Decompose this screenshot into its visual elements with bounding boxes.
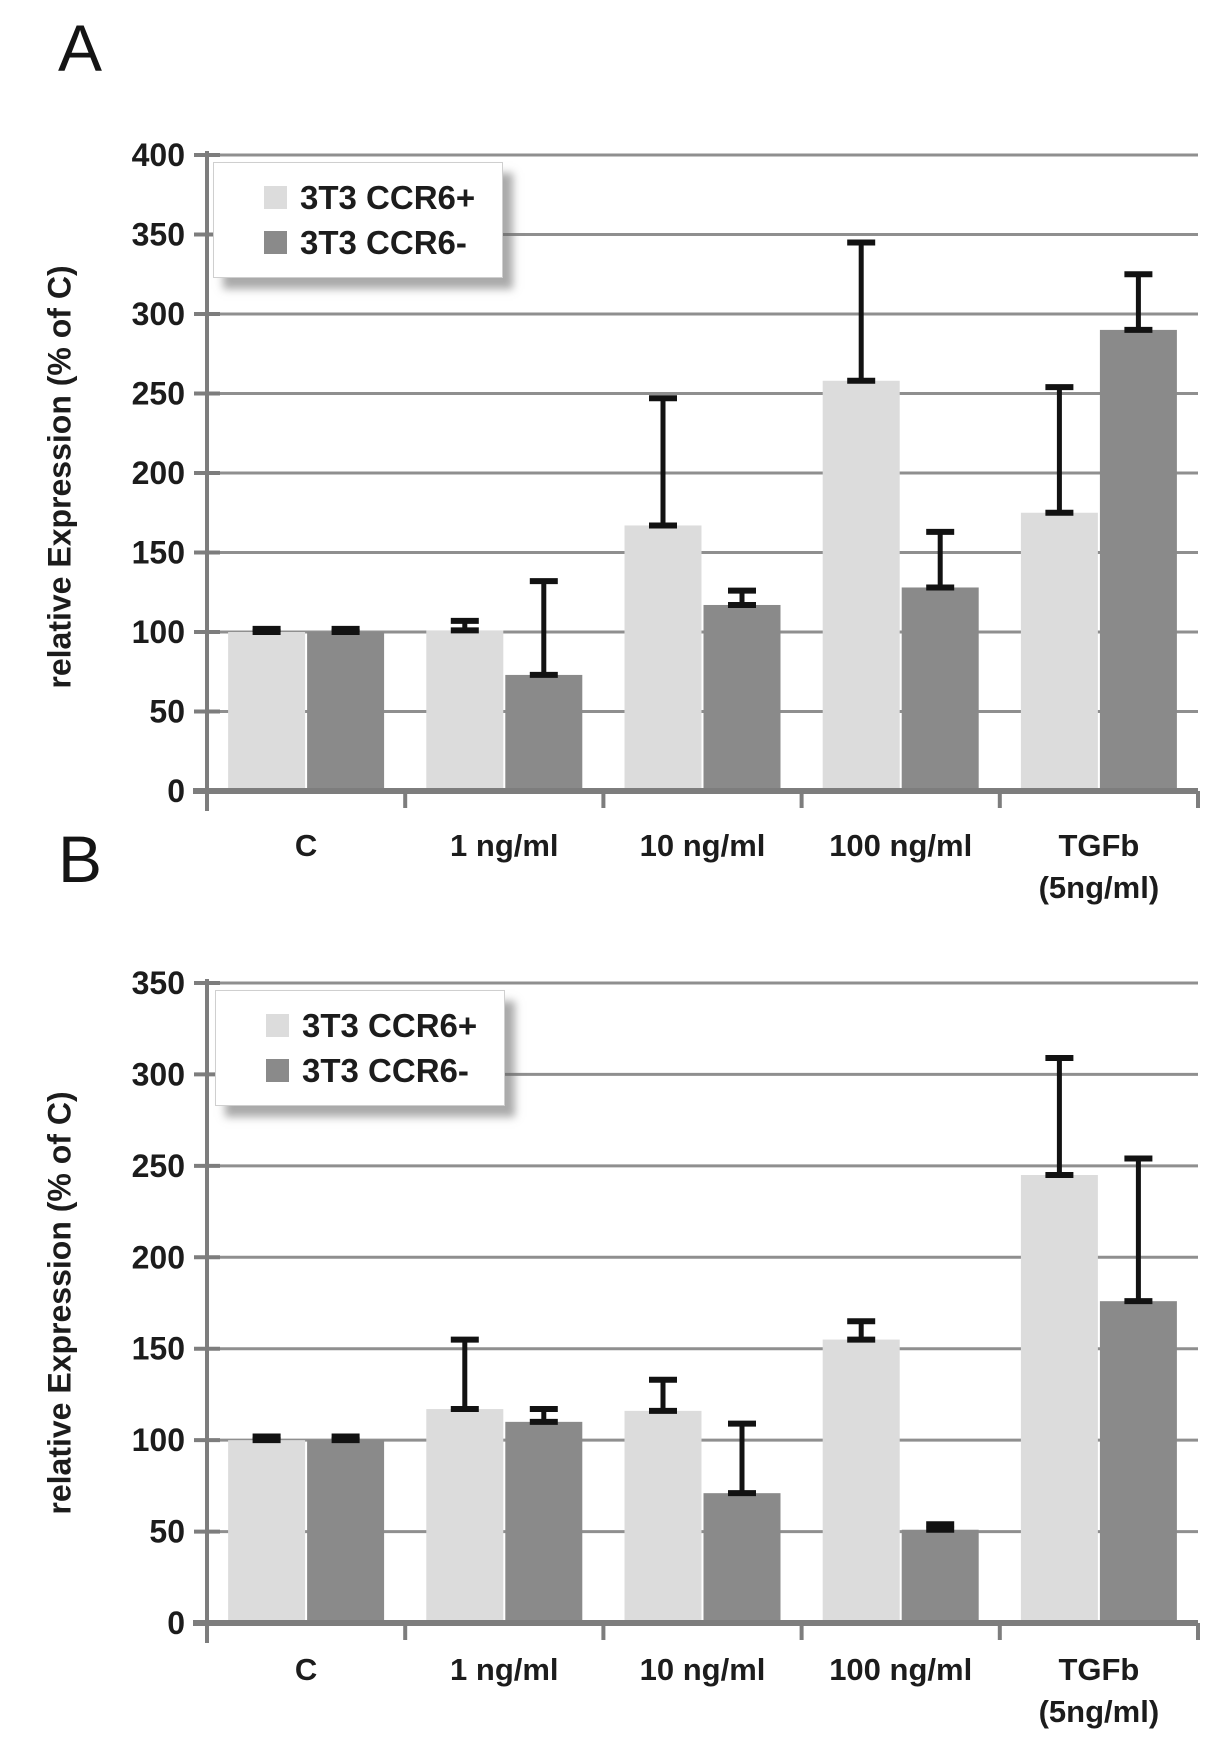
bar bbox=[505, 1421, 583, 1623]
x-category-label: 10 ng/ml bbox=[640, 1652, 766, 1687]
bar bbox=[307, 632, 385, 791]
bar bbox=[822, 380, 900, 791]
x-category-label: 1 ng/ml bbox=[450, 1652, 559, 1687]
bar bbox=[901, 1529, 979, 1623]
bar bbox=[822, 1339, 900, 1623]
x-category-label: 100 ng/ml bbox=[829, 1652, 972, 1687]
y-tick-label: 250 bbox=[132, 376, 185, 412]
y-tick-label: 250 bbox=[132, 1148, 185, 1184]
y-tick-label: 100 bbox=[132, 1422, 185, 1458]
panel-a-y-axis-title: relative Expression (% of C) bbox=[41, 265, 78, 689]
bar bbox=[505, 674, 583, 791]
panel-b-y-axis-title: relative Expression (% of C) bbox=[41, 1091, 78, 1515]
y-tick-label: 300 bbox=[132, 1056, 185, 1092]
y-tick-label: 200 bbox=[132, 1239, 185, 1275]
x-category-label: 100 ng/ml bbox=[829, 828, 972, 863]
x-category-label: TGFb bbox=[1058, 828, 1139, 863]
bar bbox=[426, 1409, 504, 1623]
legend-swatch-ccr6-minus bbox=[264, 231, 287, 254]
y-tick-label: 300 bbox=[132, 296, 185, 332]
x-category-label: (5ng/ml) bbox=[1039, 870, 1160, 905]
y-tick-label: 50 bbox=[149, 694, 185, 730]
x-category-label: 1 ng/ml bbox=[450, 828, 559, 863]
panel-a-legend: 3T3 CCR6+ 3T3 CCR6- bbox=[213, 162, 503, 278]
panel-b-plot: 0 50 100 150 200 250 300 350 C 1 ng/ml 10 ng/ml 100… bbox=[132, 965, 1200, 1729]
panel-a-plot: 0 50 100 150 200 250 300 350 400 C 1 ng/ml 10 ng/ml… bbox=[132, 137, 1200, 905]
bar bbox=[703, 1493, 781, 1623]
legend-item: 3T3 CCR6+ bbox=[264, 181, 502, 214]
bar bbox=[426, 630, 504, 791]
bar bbox=[1020, 512, 1098, 791]
y-tick-label: 200 bbox=[132, 455, 185, 491]
bar bbox=[624, 525, 702, 791]
legend-swatch-ccr6-plus bbox=[266, 1014, 289, 1037]
x-category-label: C bbox=[295, 1652, 317, 1687]
legend-label-ccr6-plus: 3T3 CCR6+ bbox=[302, 1007, 478, 1044]
bar bbox=[901, 587, 979, 791]
y-tick-label: 50 bbox=[149, 1514, 185, 1550]
bar bbox=[307, 1440, 385, 1623]
y-tick-label: 0 bbox=[167, 1605, 185, 1641]
x-category-label: (5ng/ml) bbox=[1039, 1694, 1160, 1729]
y-tick-label: 0 bbox=[167, 773, 185, 809]
bar bbox=[1099, 1301, 1177, 1623]
y-tick-label: 350 bbox=[132, 965, 185, 1001]
bar bbox=[228, 632, 306, 791]
legend-item: 3T3 CCR6- bbox=[266, 1054, 504, 1087]
y-tick-label: 150 bbox=[132, 1331, 185, 1367]
bar bbox=[228, 1440, 306, 1623]
legend-label-ccr6-plus: 3T3 CCR6+ bbox=[300, 179, 476, 216]
legend-swatch-ccr6-plus bbox=[264, 186, 287, 209]
bar bbox=[624, 1410, 702, 1623]
legend-swatch-ccr6-minus bbox=[266, 1059, 289, 1082]
x-category-label: C bbox=[295, 828, 317, 863]
x-category-label: 10 ng/ml bbox=[640, 828, 766, 863]
x-category-label: TGFb bbox=[1058, 1652, 1139, 1687]
panel-b-label: B bbox=[58, 822, 103, 896]
legend-label-ccr6-minus: 3T3 CCR6- bbox=[300, 224, 467, 261]
bar bbox=[703, 604, 781, 791]
y-tick-label: 150 bbox=[132, 535, 185, 571]
legend-label-ccr6-minus: 3T3 CCR6- bbox=[302, 1052, 469, 1089]
y-tick-label: 350 bbox=[132, 217, 185, 253]
y-tick-label: 400 bbox=[132, 137, 185, 173]
bar bbox=[1020, 1175, 1098, 1623]
panel-b-legend: 3T3 CCR6+ 3T3 CCR6- bbox=[215, 990, 505, 1106]
bar bbox=[1099, 329, 1177, 791]
legend-item: 3T3 CCR6+ bbox=[266, 1009, 504, 1042]
panel-a-label: A bbox=[58, 11, 103, 85]
legend-item: 3T3 CCR6- bbox=[264, 226, 502, 259]
y-tick-label: 100 bbox=[132, 614, 185, 650]
